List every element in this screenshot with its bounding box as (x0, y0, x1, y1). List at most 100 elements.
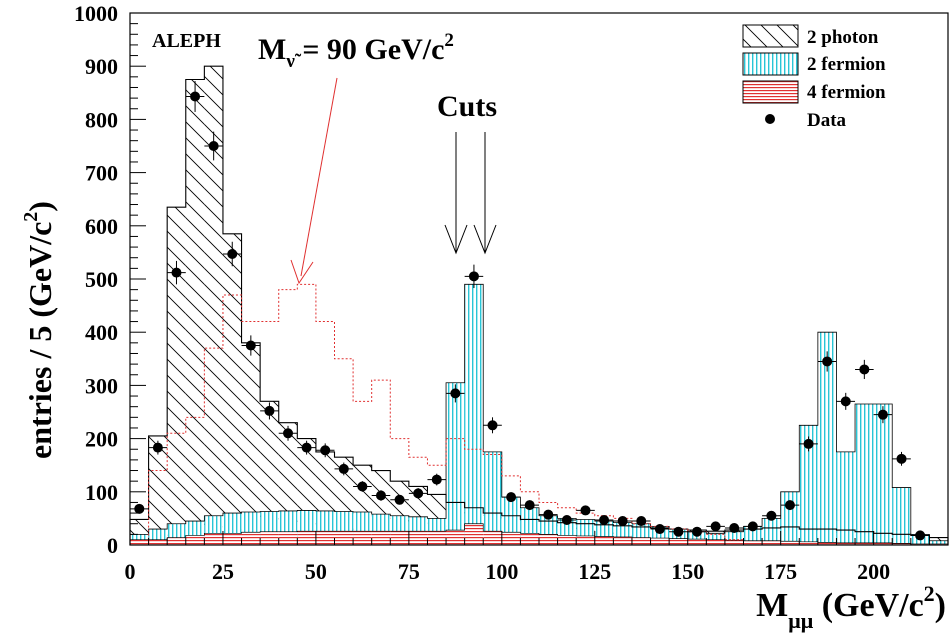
y-tick-label: 700 (85, 161, 118, 186)
data-point (501, 492, 521, 503)
bar-2-fermion (743, 526, 763, 545)
bar-4-fermion (724, 540, 744, 545)
data-point (613, 516, 632, 527)
x-tick-label: 25 (212, 559, 234, 584)
bar-4-fermion (371, 531, 391, 545)
data-point (892, 451, 911, 466)
data-point (464, 264, 484, 289)
experiment-label: ALEPH (152, 30, 221, 52)
bar-4-fermion (222, 533, 242, 545)
data-point (817, 351, 837, 372)
bar-4-fermion (185, 535, 205, 545)
bar-4-fermion (130, 539, 149, 545)
data-point (799, 436, 818, 452)
bar-4-fermion (780, 541, 800, 545)
bar-4-fermion (873, 542, 893, 545)
data-point (278, 425, 298, 441)
signal-arrowhead (290, 259, 314, 285)
data-point (539, 509, 558, 520)
legend: 2 photon 2 fermion 4 fermion Data (742, 24, 886, 131)
data-point (148, 440, 168, 455)
y-tick-label: 0 (107, 533, 118, 558)
signal-arrow (300, 77, 338, 277)
data-point (594, 514, 614, 525)
legend-marker-data (765, 114, 775, 124)
x-tick-label: 0 (125, 559, 136, 584)
bar-2-fermion (873, 404, 893, 545)
bar-4-fermion (650, 538, 670, 545)
bar-2-photon (148, 435, 168, 545)
bar-2-photon-outline (129, 65, 949, 545)
bar-2-fermion (762, 518, 781, 545)
bar-2-photon (204, 66, 223, 545)
bar-4-fermion (613, 537, 632, 545)
bar-2-fermion (780, 491, 800, 545)
bar-4-fermion (483, 531, 502, 545)
bar-4-fermion (390, 531, 409, 545)
bar-2-fermion (799, 425, 818, 545)
data-point (687, 526, 707, 537)
bar-2-photon (260, 401, 279, 545)
bar-2-photon (241, 342, 261, 545)
data-point (483, 417, 502, 434)
bar-2-fermion (464, 284, 484, 545)
data-point (669, 526, 688, 537)
bar-4-fermion (706, 539, 725, 545)
bar-4-fermion (427, 531, 447, 545)
cut-arrowhead-right (473, 224, 497, 255)
bar-4-fermion (148, 539, 168, 545)
bar-4-fermion (687, 539, 707, 545)
data-point (315, 443, 335, 458)
x-tick-label: 200 (857, 559, 890, 584)
legend-swatch-4-fermion (742, 80, 799, 104)
legend-label-2-fermion: 2 fermion (807, 54, 886, 75)
y-tick-label: 500 (85, 267, 118, 292)
data-point (167, 260, 186, 285)
data-point (130, 503, 149, 514)
data-point (241, 335, 261, 356)
bar-4-fermion-outline (129, 523, 949, 545)
y-axis-label: entries / 5 (GeV/c2) (20, 201, 58, 459)
bar-4-fermion (167, 537, 186, 545)
data-point (557, 514, 577, 525)
stacked-histogram (129, 65, 949, 545)
data-point (297, 440, 316, 455)
x-tick-label: 175 (764, 559, 797, 584)
data-point (780, 500, 800, 511)
bar-4-fermion (631, 537, 651, 545)
signal-histogram-90gev (130, 283, 948, 546)
bar-4-fermion (539, 534, 558, 545)
data-point (446, 384, 465, 403)
y-tick-label: 100 (85, 480, 118, 505)
bar-4-fermion (576, 535, 595, 545)
bar-4-fermion (762, 540, 781, 545)
bar-4-fermion (446, 530, 465, 545)
y-tick-label: 200 (85, 427, 118, 452)
bar-2-fermion-outline (129, 283, 949, 545)
data-points (130, 81, 930, 541)
data-point (334, 462, 354, 476)
bar-2-fermion (446, 382, 465, 545)
y-tick-label: 900 (85, 54, 118, 79)
data-point (743, 521, 763, 532)
data-point (390, 494, 409, 505)
bar-4-fermion (501, 532, 521, 545)
bar-4-fermion (557, 535, 577, 545)
bar-4-fermion (464, 523, 484, 545)
cuts-label: Cuts (437, 90, 497, 123)
bar-4-fermion (297, 531, 316, 545)
y-tick-label: 400 (85, 320, 118, 345)
y-tick-label: 1000 (74, 1, 118, 26)
data-point (185, 81, 205, 112)
data-point (427, 473, 447, 486)
bar-2-fermion (929, 540, 948, 545)
bar-4-fermion (204, 533, 223, 545)
data-point (576, 505, 595, 516)
bar-4-fermion (334, 531, 354, 545)
bar-4-fermion (594, 536, 614, 545)
bar-4-fermion (743, 540, 763, 545)
y-tick-label: 300 (85, 373, 118, 398)
bar-4-fermion (855, 542, 874, 545)
legend-label-4-fermion: 4 fermion (807, 82, 886, 103)
